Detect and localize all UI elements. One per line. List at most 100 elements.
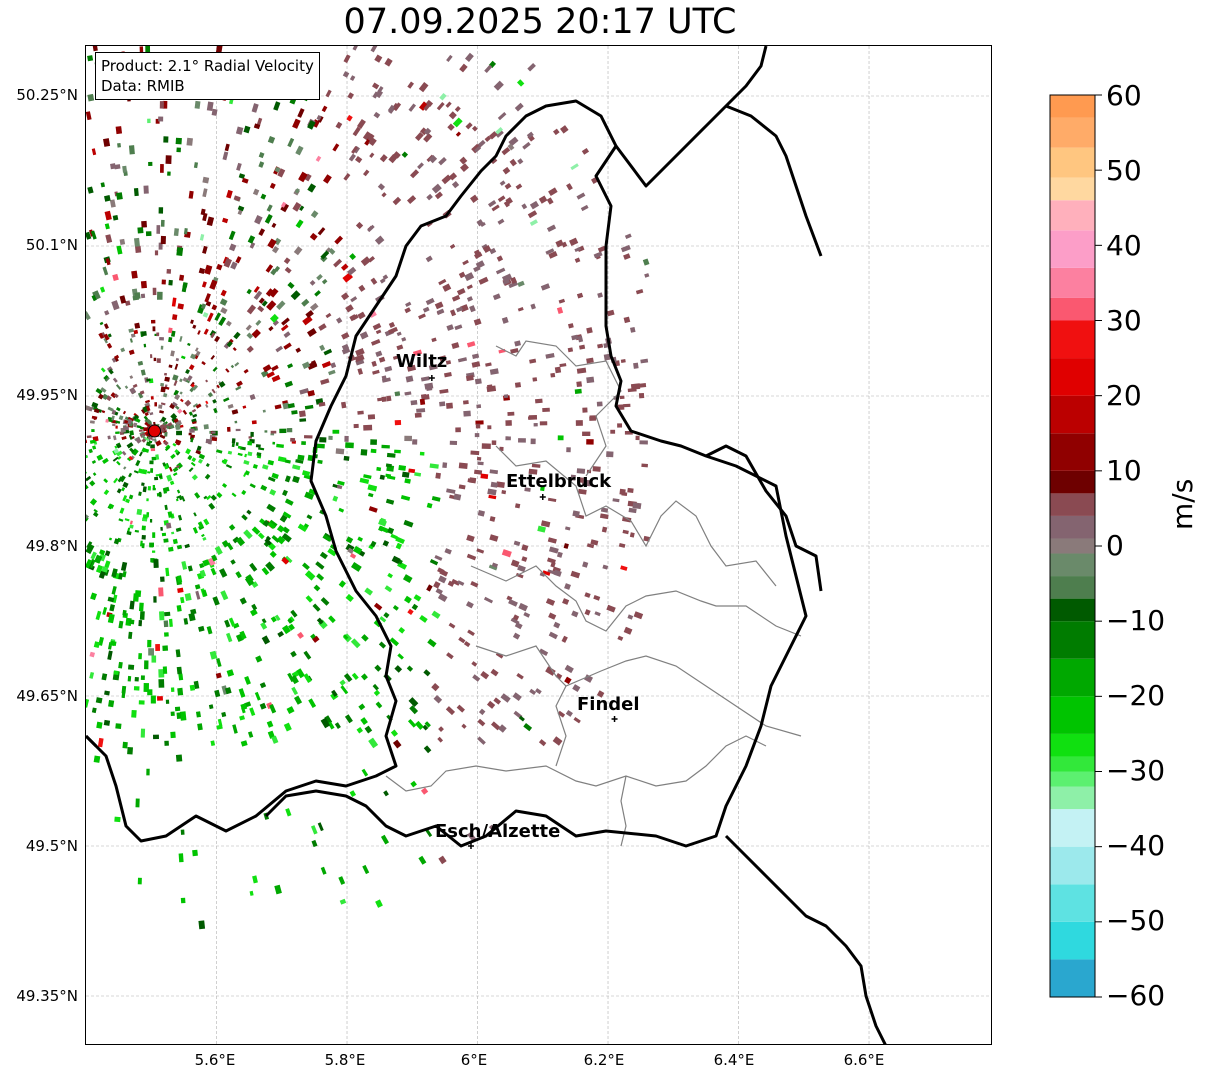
velocity-pixel [379,278,386,284]
velocity-pixel [116,245,123,255]
velocity-pixel [522,141,531,150]
velocity-pixel [201,281,207,288]
velocity-pixel [389,637,400,647]
velocity-pixel [304,404,314,410]
velocity-pixel [211,431,216,434]
velocity-pixel [309,279,316,286]
map-canvas [86,46,991,1044]
velocity-pixel [291,410,298,415]
velocity-pixel [372,323,382,331]
velocity-pixel [238,688,246,698]
velocity-pixel [316,617,324,625]
velocity-pixel [129,447,135,453]
velocity-pixel [107,596,115,603]
velocity-pixel [152,487,156,491]
velocity-pixel [130,333,136,338]
velocity-pixel [405,301,412,307]
velocity-pixel [518,438,526,443]
velocity-pixel [87,186,94,194]
velocity-pixel [359,331,369,340]
velocity-pixel [427,638,437,648]
velocity-pixel [172,401,178,407]
national-borders [86,46,887,1044]
velocity-pixel [436,308,445,315]
velocity-pixel [175,420,182,426]
velocity-pixel [398,464,407,471]
velocity-pixel [475,420,484,425]
velocity-pixel [281,317,290,326]
velocity-pixel [228,243,237,252]
velocity-pixel [120,347,126,353]
velocity-pixel [297,454,305,461]
radar-map[interactable] [85,45,992,1045]
velocity-pixel [139,390,145,395]
velocity-pixel [237,205,245,212]
velocity-pixel [86,515,89,522]
velocity-pixel [517,307,524,312]
velocity-pixel [155,454,160,460]
velocity-pixel [527,210,538,219]
velocity-pixel [402,574,413,584]
velocity-pixel [286,706,295,714]
velocity-pixel [266,503,276,513]
velocity-pixel [477,736,486,745]
colorbar-band [1050,733,1095,757]
velocity-pixel [303,435,313,439]
velocity-pixel [465,375,474,382]
velocity-pixel [273,101,281,111]
velocity-pixel [150,319,156,324]
velocity-pixel [542,570,551,576]
velocity-pixel [261,635,271,645]
velocity-pixel [347,92,354,100]
colorbar-band [1050,576,1095,599]
velocity-pixel [192,849,198,857]
velocity-pixel [90,230,97,240]
velocity-pixel [623,316,631,324]
velocity-pixel [153,357,157,362]
velocity-pixel [610,429,616,434]
velocity-pixel [425,255,433,263]
velocity-pixel [470,194,479,203]
velocity-pixel [301,298,310,307]
velocity-pixel [147,118,151,124]
velocity-pixel [211,388,216,394]
velocity-pixel [269,704,277,714]
velocity-pixel [152,485,156,489]
velocity-pixel [163,620,169,628]
velocity-pixel [593,595,601,601]
colorbar-tick: 10 [1106,454,1142,487]
velocity-pixel [323,348,333,356]
velocity-pixel [358,284,366,292]
velocity-pixel [137,360,144,366]
velocity-pixel [143,427,149,431]
velocity-pixel [295,347,302,353]
velocity-pixel [117,143,121,148]
velocity-pixel [163,393,168,398]
velocity-pixel [112,377,118,383]
x-tick-label: 6.2°E [583,1051,625,1069]
velocity-pixel [150,354,153,359]
velocity-pixel [121,692,126,699]
velocity-pixel [451,342,460,349]
velocity-pixel [451,181,460,189]
velocity-pixel [466,341,476,348]
velocity-pixel [454,105,461,113]
velocity-pixel [252,464,258,469]
velocity-pixel [576,292,584,299]
velocity-pixel [484,64,493,74]
velocity-pixel [86,483,89,490]
velocity-pixel [114,445,118,449]
velocity-pixel [581,479,592,487]
velocity-pixel [145,405,151,412]
velocity-pixel [283,257,291,265]
velocity-pixel [129,600,135,610]
velocity-pixel [317,227,326,236]
velocity-pixel [332,429,340,434]
velocity-pixel [375,899,383,908]
colorbar-band [1050,771,1095,787]
velocity-pixel [296,668,305,679]
velocity-pixel [290,674,299,685]
velocity-pixel [317,822,324,832]
velocity-pixel [185,368,190,375]
velocity-pixel [187,342,191,347]
